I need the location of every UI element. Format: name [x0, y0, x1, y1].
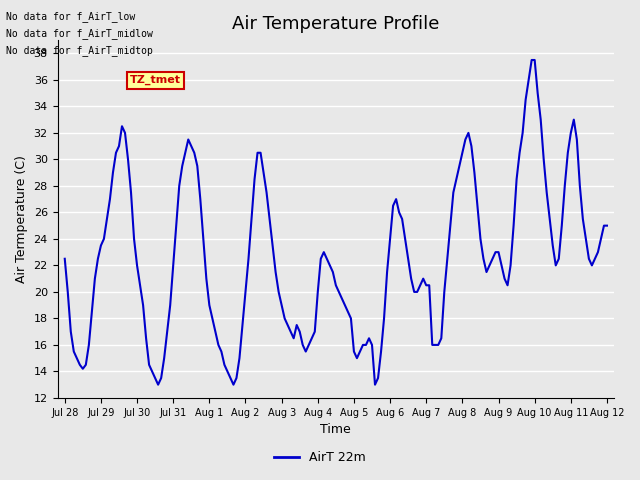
Text: TZ_tmet: TZ_tmet — [130, 75, 181, 85]
Text: No data for f_AirT_midlow: No data for f_AirT_midlow — [6, 28, 153, 39]
Text: No data for f_AirT_low: No data for f_AirT_low — [6, 11, 136, 22]
Y-axis label: Air Termperature (C): Air Termperature (C) — [15, 155, 28, 283]
Legend: AirT 22m: AirT 22m — [269, 446, 371, 469]
Text: No data for f_AirT_midtop: No data for f_AirT_midtop — [6, 45, 153, 56]
X-axis label: Time: Time — [321, 423, 351, 436]
Title: Air Temperature Profile: Air Temperature Profile — [232, 15, 440, 33]
